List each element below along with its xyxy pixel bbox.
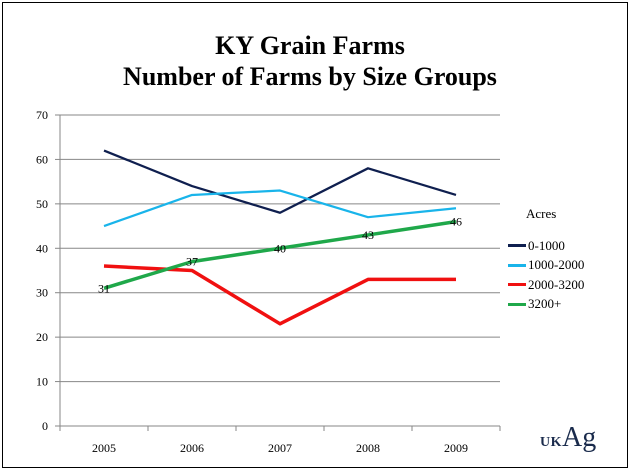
legend-label: 3200+ xyxy=(528,296,562,312)
y-tick-label: 60 xyxy=(36,152,48,166)
x-tick-label: 2006 xyxy=(180,441,204,455)
data-labels: 31 37 40 43 46 xyxy=(98,215,462,296)
chart-title: KY Grain Farms Number of Farms by Size G… xyxy=(60,30,560,92)
y-tick-label: 30 xyxy=(36,286,48,300)
x-tick-label: 2008 xyxy=(356,441,380,455)
y-tick-label: 0 xyxy=(42,419,48,433)
series-line-2000-3200 xyxy=(103,264,456,326)
legend: Acres 0-1000 1000-2000 2000-3200 3200+ xyxy=(508,206,584,314)
series-line-1000-2000 xyxy=(103,189,457,228)
chart-title-line2: Number of Farms by Size Groups xyxy=(123,62,497,91)
legend-swatch xyxy=(508,263,526,267)
x-tick-label: 2009 xyxy=(444,441,468,455)
data-label: 37 xyxy=(186,255,198,269)
legend-title: Acres xyxy=(526,206,557,221)
chart-title-line1: KY Grain Farms xyxy=(215,31,405,60)
axes: 0 10 20 30 40 50 60 70 2005 2006 2007 2008 2009 xyxy=(36,108,501,455)
legend-swatch xyxy=(508,283,526,287)
series-line-3200+ xyxy=(103,219,457,290)
legend-swatch xyxy=(508,302,526,306)
legend-label: 1000-2000 xyxy=(528,257,585,273)
ukag-logo: UKAg xyxy=(540,422,596,454)
legend-item: 0-1000 xyxy=(508,236,584,256)
legend-item: 3200+ xyxy=(508,295,584,315)
y-tick-label: 40 xyxy=(36,241,48,255)
x-tick-label: 2005 xyxy=(92,441,116,455)
legend-items: 0-1000 1000-2000 2000-3200 3200+ xyxy=(508,236,584,314)
logo-uk: UK xyxy=(540,435,562,450)
slide-frame xyxy=(2,2,628,468)
legend-swatch xyxy=(508,244,526,248)
y-tick-label: 20 xyxy=(36,330,48,344)
y-tick-label: 10 xyxy=(36,375,48,389)
data-label: 40 xyxy=(274,241,286,255)
y-tick-label: 70 xyxy=(36,108,48,122)
legend-label: 2000-3200 xyxy=(528,276,585,292)
logo-ag: Ag xyxy=(562,422,597,453)
legend-label: 0-1000 xyxy=(528,237,565,253)
series-lines xyxy=(103,149,457,326)
y-tick-label: 50 xyxy=(36,197,48,211)
legend-item: 2000-3200 xyxy=(508,275,584,295)
data-label: 46 xyxy=(450,215,462,229)
data-label: 31 xyxy=(98,281,110,295)
data-label: 43 xyxy=(362,228,374,242)
x-tick-label: 2007 xyxy=(268,441,292,455)
series-line-0-1000 xyxy=(103,149,457,214)
legend-item: 1000-2000 xyxy=(508,256,584,276)
